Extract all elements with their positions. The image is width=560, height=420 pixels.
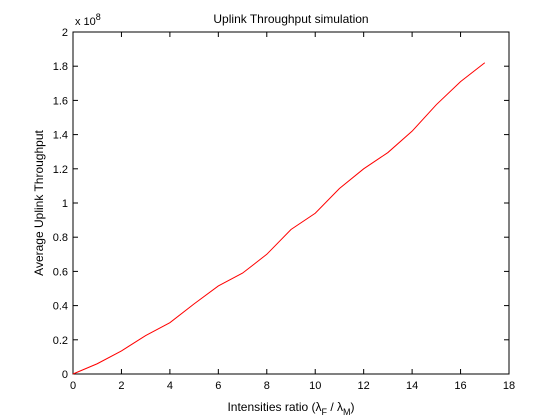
x-tick-label: 18	[503, 380, 515, 392]
series-line-throughput	[72, 62, 486, 375]
x-tick-label: 4	[167, 380, 173, 392]
y-tick-label: 0.6	[53, 266, 68, 278]
y-tick-label: 1	[62, 198, 68, 210]
x-tick-label: 8	[264, 380, 270, 392]
y-axis-label: Average Uplink Throughput	[32, 130, 46, 276]
x-tick-label: 2	[118, 380, 124, 392]
x-tick-label: 6	[215, 380, 221, 392]
x-axis-label: Intensities ratio (λF / λM)	[227, 400, 354, 417]
plot-area	[72, 31, 510, 375]
y-tick-label: 1.2	[53, 164, 68, 176]
y-tick-label: 1.6	[53, 95, 68, 107]
y-tick-label: 2	[62, 27, 68, 39]
chart-title: Uplink Throughput simulation	[213, 12, 368, 26]
y-tick-label: 1.8	[53, 61, 68, 73]
y-tick-label: 1.4	[53, 130, 68, 142]
y-tick-label: 0.8	[53, 232, 68, 244]
x-tick-label: 10	[309, 380, 321, 392]
x-tick-label: 12	[358, 380, 370, 392]
y-axis-ticks: 0 0.2 0.4 0.6 0.8 1 1.2 1.4 1.6 1.8 2	[53, 27, 509, 381]
x-tick-label: 16	[454, 380, 466, 392]
y-tick-label: 0.2	[53, 335, 68, 347]
x-tick-label: 14	[406, 380, 418, 392]
y-tick-label: 0	[62, 369, 68, 381]
x-tick-label: 0	[70, 380, 76, 392]
x-axis-ticks: 0 2 4 6 8 10 12 14 16 18	[70, 32, 515, 392]
y-axis-exponent: x 108	[75, 12, 101, 28]
y-tick-label: 0.4	[53, 301, 68, 313]
